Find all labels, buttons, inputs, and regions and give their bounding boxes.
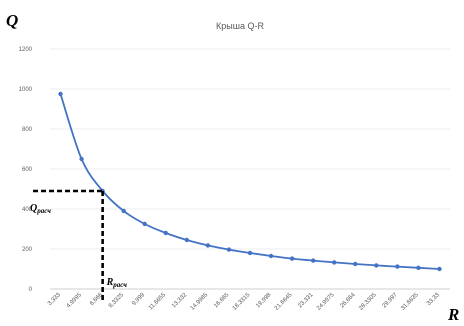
x-tick-label: 26,664 — [339, 292, 357, 310]
data-point — [374, 263, 379, 268]
data-point — [184, 237, 190, 243]
r-calc-label: Rрасч — [106, 277, 128, 289]
y-tick-label: 400 — [22, 207, 33, 213]
data-point — [205, 243, 211, 248]
data-point — [121, 208, 126, 214]
y-tick-label: 800 — [22, 127, 33, 133]
series-line — [59, 93, 440, 270]
data-point — [353, 261, 358, 267]
data-point — [289, 256, 295, 261]
x-tick-label: 9,999 — [131, 292, 146, 307]
x-axis-label: R — [447, 305, 459, 324]
data-point — [79, 156, 84, 162]
data-point — [437, 266, 442, 272]
data-point — [226, 247, 232, 252]
data-point — [247, 250, 253, 256]
x-tick-label: 19,998 — [255, 292, 273, 310]
y-tick-label: 1000 — [19, 87, 33, 93]
x-tick-label: 28,3305 — [358, 292, 378, 312]
y-tick-labels: 0 200 400 600 800 1000 1200 — [19, 47, 33, 293]
data-point — [395, 264, 400, 269]
q-calc-label: Qрасч — [30, 203, 51, 215]
data-point — [310, 258, 316, 263]
x-tick-label: 4,9995 — [66, 292, 84, 310]
calc-annotation: Qрасч Rрасч — [30, 189, 128, 301]
data-point — [163, 230, 168, 236]
x-tick-label: 11,6655 — [148, 292, 168, 312]
y-tick-label: 0 — [29, 287, 33, 293]
data-point — [142, 221, 147, 227]
y-tick-label: 600 — [22, 167, 33, 173]
data-points — [58, 91, 442, 272]
x-tick-label: 8,3325 — [108, 292, 126, 310]
data-point — [268, 253, 274, 259]
data-point — [416, 265, 421, 270]
chart-title: Крыша Q-R — [216, 21, 264, 31]
y-tick-label: 1200 — [19, 47, 33, 53]
x-tick-label: 29,997 — [382, 292, 400, 310]
x-tick-label: 23,331 — [297, 292, 315, 310]
x-tick-label: 21,6645 — [274, 292, 294, 312]
data-point — [58, 91, 63, 97]
x-tick-label: 18,3315 — [232, 292, 252, 312]
x-tick-label: 24,9975 — [316, 292, 336, 312]
x-tick-label: 33,33 — [426, 292, 441, 307]
x-tick-label: 3,333 — [47, 292, 62, 307]
x-tick-label: 16,665 — [213, 292, 231, 310]
gridlines — [50, 48, 450, 290]
x-tick-label: 13,332 — [171, 292, 189, 310]
y-tick-label: 200 — [22, 247, 33, 253]
data-point — [332, 260, 337, 265]
x-tick-label: 14,9985 — [190, 292, 210, 312]
x-tick-labels: 3,333 4,9995 6,666 8,3325 9,999 11,6655 13,332… — [47, 292, 441, 312]
y-axis-label: Q — [6, 11, 18, 30]
x-tick-label: 31,6635 — [400, 292, 420, 312]
